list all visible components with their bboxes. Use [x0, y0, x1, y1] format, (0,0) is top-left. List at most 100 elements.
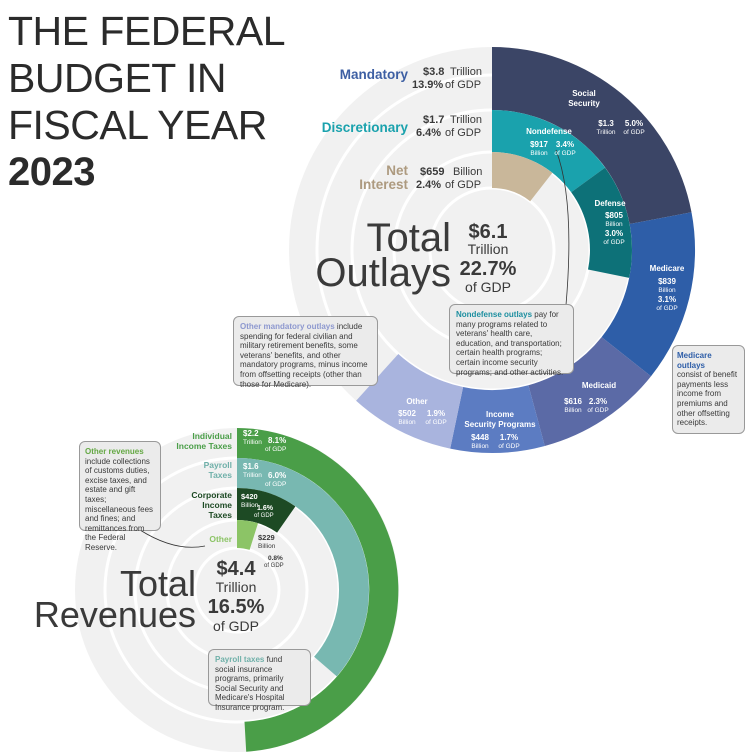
title-year: 2023	[8, 150, 95, 194]
defense-amount: $805	[605, 211, 623, 220]
discretionary-pct: 6.4%	[416, 127, 441, 139]
ss-pct-unit: of GDP	[623, 129, 644, 136]
wedge-medicaid	[528, 337, 651, 446]
medicaid-pct-unit: of GDP	[587, 407, 608, 414]
defense-unit: Billion	[605, 221, 623, 228]
ss-name-line-1: Social	[572, 89, 596, 98]
wedge-corporate-income-taxes	[237, 488, 296, 533]
other-revenues-pct: 0.8%	[268, 555, 283, 562]
net-interest-amount: $659	[420, 166, 444, 178]
medicare-note-body: consist of benefit payments less income …	[677, 370, 738, 428]
medicaid-pct: 2.3%	[589, 397, 607, 406]
title-line-1: THE FEDERAL	[8, 8, 286, 54]
wedge-payroll-taxes	[237, 458, 370, 677]
discretionary-unit: Trillion	[450, 114, 482, 126]
medicare-note: Medicare outlays consist of benefit paym…	[672, 345, 745, 434]
revenues-pct-unit: of GDP	[213, 618, 259, 634]
other-mandatory-note: Other mandatory outlays include spending…	[233, 316, 378, 389]
nondefense-note-header: Nondefense outlays	[456, 310, 533, 319]
corporate-unit: Billion	[241, 502, 259, 509]
other-revenues-note-body: include collections of customs duties, e…	[85, 456, 154, 552]
discretionary-label: Discretionary	[322, 120, 409, 135]
outlays-amount: $6.1	[469, 221, 508, 243]
payroll-note-header: Payroll taxes	[215, 655, 265, 664]
outlays-pct-unit: of GDP	[465, 279, 511, 295]
outlays-amount-unit: Trillion	[468, 241, 509, 257]
wedge-net-interest	[492, 151, 553, 202]
net-interest-label-line-1: Net	[386, 163, 408, 178]
medicare-name: Medicare	[650, 264, 685, 273]
ss-amount: $1.3	[598, 119, 614, 128]
nondefense-pct-unit: of GDP	[554, 150, 575, 157]
nondefense-note-body: pay for many programs related to veteran…	[456, 310, 564, 377]
mandatory-pct-unit: of GDP	[445, 79, 481, 91]
isp-name-line-2: Security Programs	[464, 420, 536, 429]
wedge-medicare	[601, 212, 696, 377]
wedge-social-security	[492, 46, 692, 224]
mandatory-pct: 13.9%	[412, 79, 443, 91]
payroll-unit: Trillion	[243, 472, 262, 479]
nondefense-leader-line	[555, 149, 570, 306]
net-interest-unit: Billion	[453, 166, 482, 178]
other-mandatory-unit: Billion	[398, 419, 416, 426]
corporate-name-line-2: Income	[202, 500, 232, 510]
wedge-other-revenues	[237, 520, 258, 550]
wedge-nondefense	[492, 110, 606, 193]
isp-pct: 1.7%	[500, 433, 518, 442]
wedge-income-security	[450, 385, 545, 453]
nondefense-amount: $917	[530, 140, 548, 149]
payroll-note-body: fund social insurance programs, primaril…	[215, 655, 285, 712]
corporate-name-line-3: Taxes	[209, 510, 233, 520]
individual-unit: Trillion	[243, 439, 262, 446]
outlays-label-word: Outlays	[315, 251, 451, 295]
ss-name-line-2: Security	[568, 99, 600, 108]
wedge-individual-income-taxes	[237, 428, 399, 752]
other-mandatory-note-body: include spending for federal civilian an…	[240, 322, 368, 389]
other-revenues-pct-unit: of GDP	[264, 563, 284, 569]
other-mandatory-pct: 1.9%	[427, 409, 445, 418]
ss-unit: Trillion	[597, 129, 616, 136]
corporate-pct: 1.6%	[257, 505, 274, 512]
other-mandatory-note-header: Other mandatory outlays	[240, 322, 335, 331]
defense-name: Defense	[594, 199, 626, 208]
corporate-amount: $420	[241, 492, 258, 501]
defense-pct-unit: of GDP	[603, 239, 624, 246]
wedge-other-mandatory	[356, 354, 464, 449]
payroll-pct-unit: of GDP	[265, 481, 286, 488]
revenues-amount-unit: Trillion	[216, 579, 257, 595]
net-interest-pct-unit: of GDP	[445, 179, 481, 191]
revenues-label-word: Revenues	[34, 594, 196, 635]
revenues-amount: $4.4	[217, 558, 257, 580]
medicare-pct-unit: of GDP	[656, 305, 677, 312]
wedge-defense	[571, 167, 632, 278]
corporate-pct-unit: of GDP	[254, 513, 274, 519]
payroll-note: Payroll taxes fund social insurance prog…	[208, 649, 311, 712]
individual-pct: 8.1%	[268, 436, 286, 445]
isp-unit: Billion	[471, 443, 489, 450]
net-interest-label-line-2: Interest	[359, 177, 408, 192]
isp-pct-unit: of GDP	[498, 443, 519, 450]
medicare-pct: 3.1%	[658, 295, 676, 304]
nondefense-pct: 3.4%	[556, 140, 574, 149]
medicaid-unit: Billion	[564, 407, 582, 414]
net-interest-pct: 2.4%	[416, 179, 441, 191]
discretionary-pct-unit: of GDP	[445, 127, 481, 139]
title-line-3: FISCAL YEAR	[8, 102, 267, 148]
ss-pct: 5.0%	[625, 119, 643, 128]
other-revenues-name: Other	[209, 534, 232, 544]
individual-name-line-1: Individual	[192, 431, 232, 441]
medicare-note-header: Medicare outlays	[677, 351, 712, 370]
discretionary-amount: $1.7	[423, 114, 444, 126]
other-revenues-leader-line	[139, 529, 206, 548]
title-line-2: BUDGET IN	[8, 55, 227, 101]
medicaid-name: Medicaid	[582, 381, 616, 390]
nondefense-unit: Billion	[530, 150, 548, 157]
individual-pct-unit: of GDP	[265, 446, 286, 453]
mandatory-unit: Trillion	[450, 66, 482, 78]
other-revenues-unit: Billion	[258, 543, 276, 550]
payroll-amount: $1.6	[243, 462, 259, 471]
payroll-name-line-2: Taxes	[209, 470, 233, 480]
individual-amount: $2.2	[243, 429, 259, 438]
other-revenues-note-header: Other revenues	[85, 447, 144, 456]
corporate-name-line-1: Corporate	[191, 490, 232, 500]
